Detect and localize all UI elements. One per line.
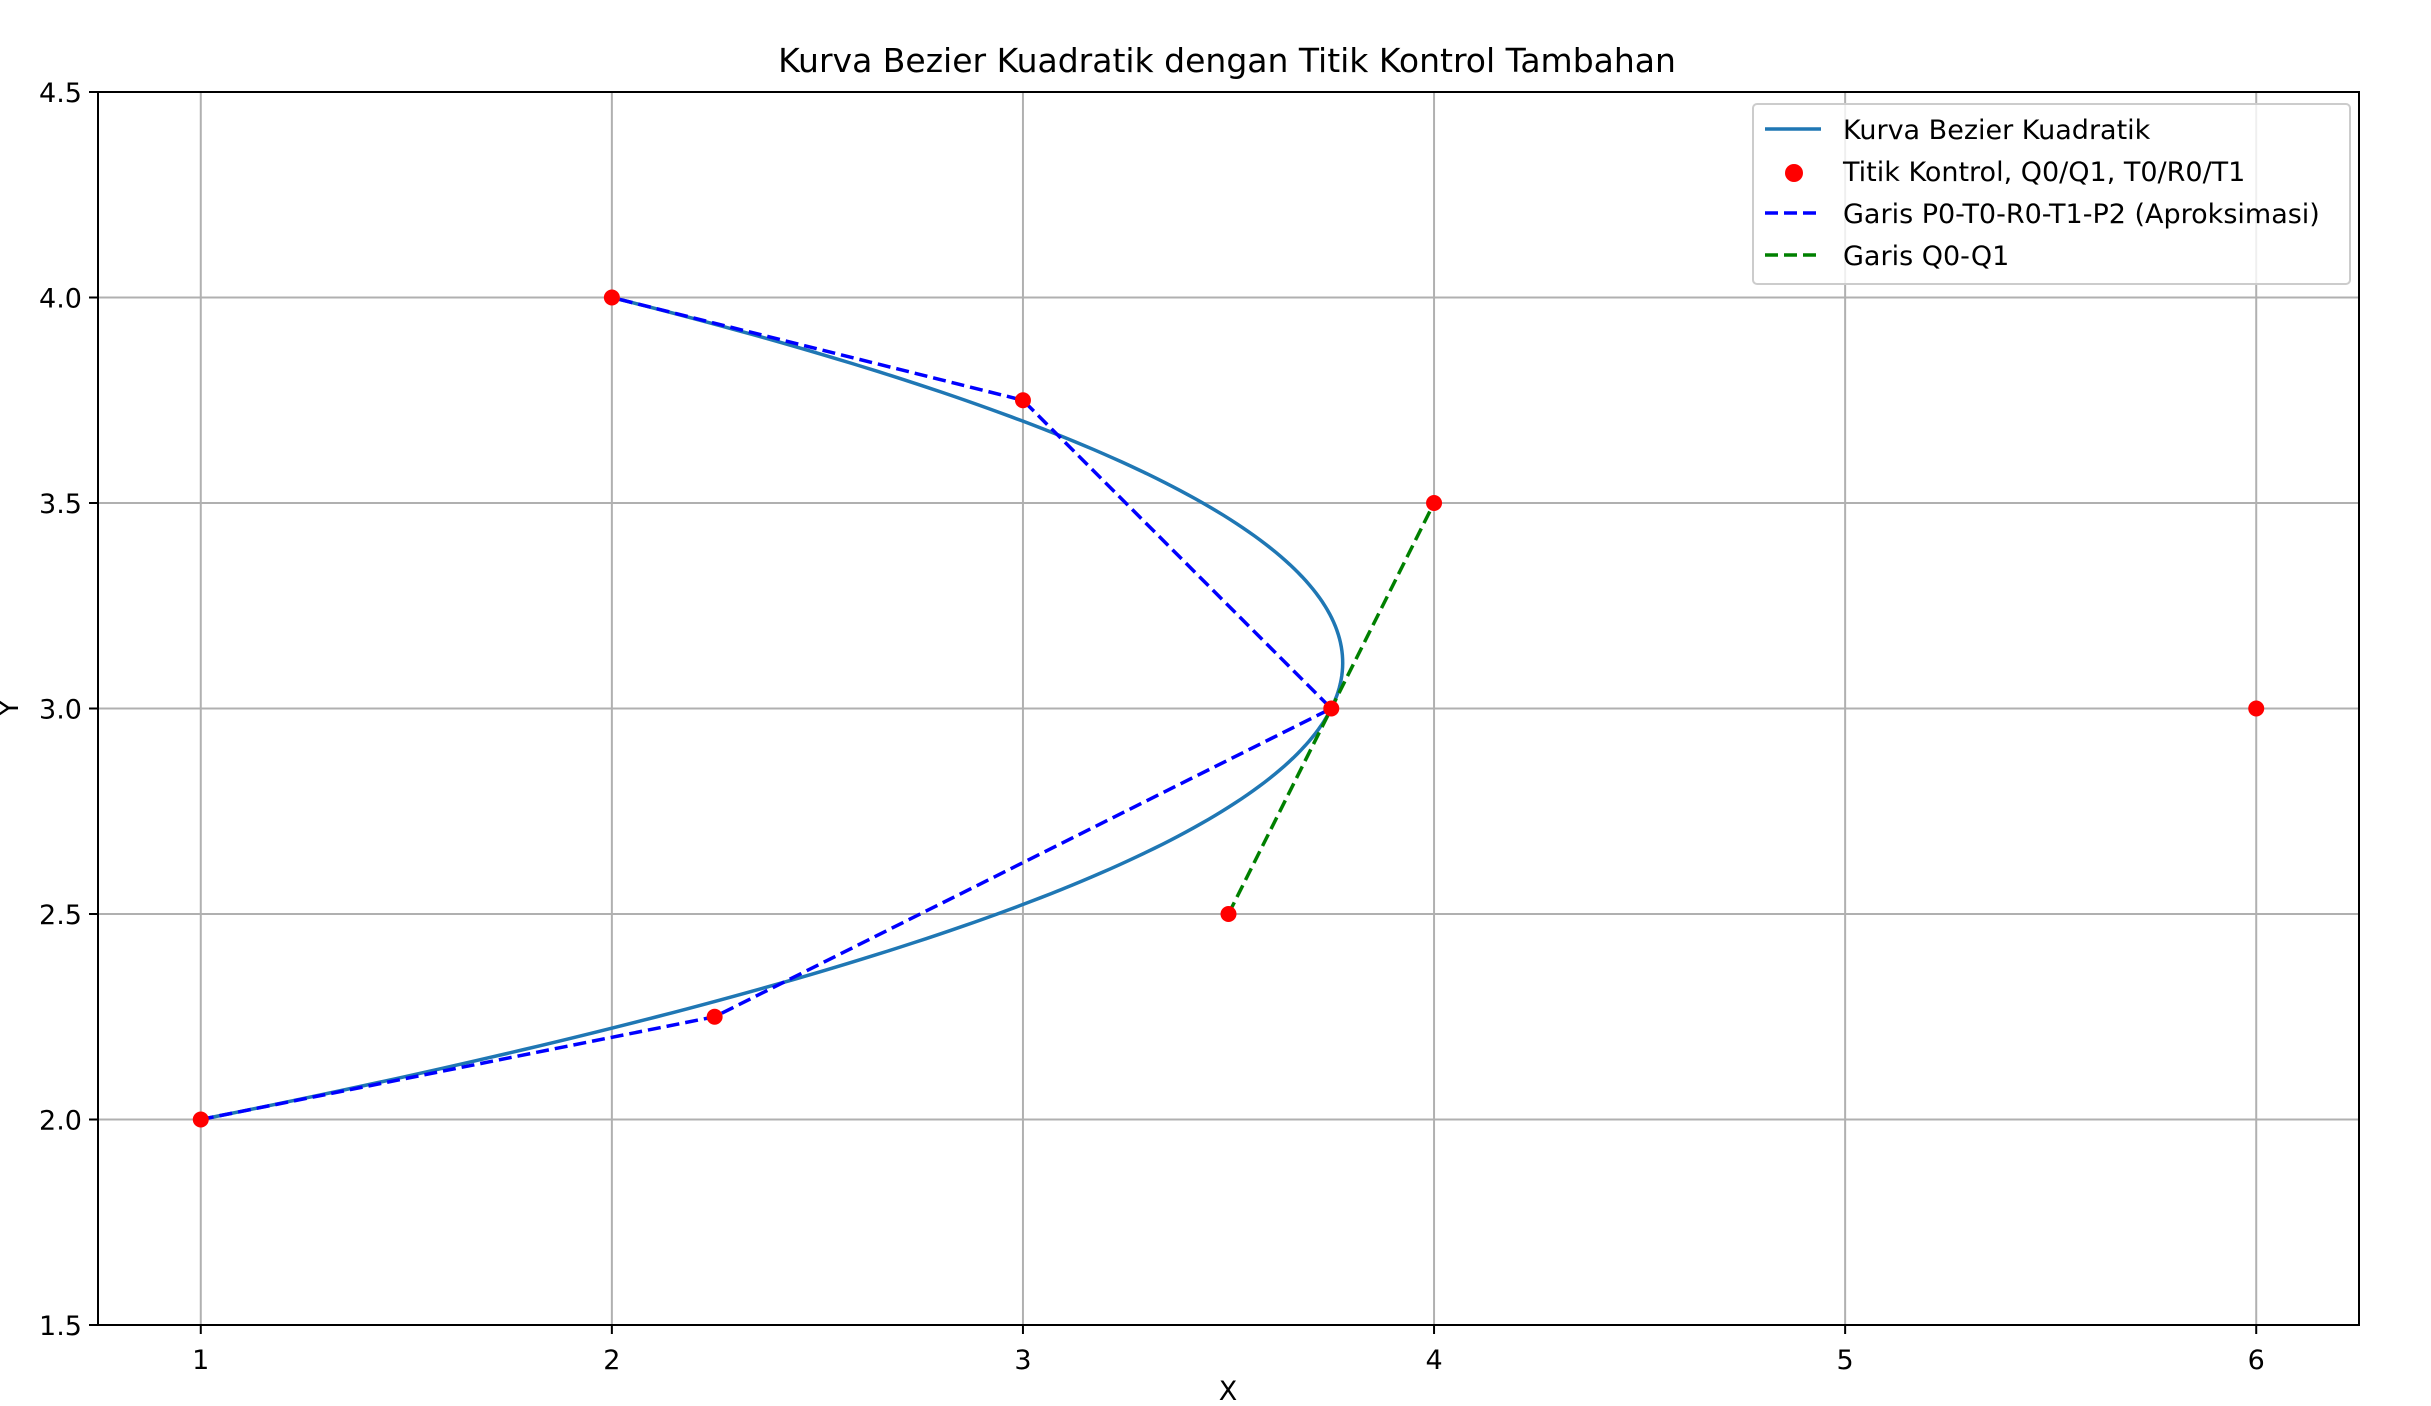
legend-label: Titik Kontrol, Q0/Q1, T0/R0/T1 — [1842, 157, 2245, 188]
legend-label: Garis Q0-Q1 — [1843, 241, 2009, 272]
x-tick-label: 3 — [1014, 1345, 1031, 1376]
control-point-marker — [1220, 906, 1237, 922]
legend-label: Garis P0-T0-R0-T1-P2 (Aproksimasi) — [1843, 199, 2320, 230]
x-axis-label: X — [1219, 1376, 1238, 1406]
y-tick-label: 1.5 — [39, 1311, 82, 1342]
x-tick-label: 5 — [1837, 1345, 1854, 1376]
y-tick-label: 2.5 — [39, 900, 82, 931]
approximation-dashed-line — [200, 295, 1335, 1122]
control-point-marker — [1014, 392, 1031, 409]
y-tick-label: 4.5 — [39, 78, 82, 109]
legend-label: Kurva Bezier Kuadratik — [1843, 115, 2151, 146]
y-tick-label: 3.0 — [39, 695, 82, 726]
chart-title: Kurva Bezier Kuadratik dengan Titik Kont… — [778, 41, 1676, 80]
control-point-marker — [1426, 495, 1443, 511]
y-tick-label: 4.0 — [39, 284, 82, 315]
y-axis-label: Y — [0, 699, 25, 717]
control-point-marker — [706, 1008, 723, 1025]
legend-box — [1752, 103, 2351, 285]
x-tick-label: 6 — [2248, 1345, 2265, 1376]
y-tick-label: 3.5 — [39, 489, 82, 520]
control-point-marker — [2248, 700, 2265, 717]
control-point-marker — [603, 289, 620, 306]
axis-ticks: 1 2 3 4 5 6 1.5 2.0 2.5 3.0 3.5 4.0 4.5 — [39, 78, 2265, 1376]
x-tick-label: 2 — [603, 1345, 620, 1376]
x-tick-label: 4 — [1425, 1345, 1442, 1376]
y-tick-label: 2.0 — [39, 1106, 82, 1137]
control-point-marker — [1323, 700, 1340, 717]
plot-area — [192, 289, 2265, 1128]
x-tick-label: 1 — [192, 1345, 209, 1376]
control-point-marker — [192, 1111, 209, 1128]
legend: Kurva Bezier Kuadratik Titik Kontrol, Q0/… — [1752, 103, 2351, 285]
legend-marker-scatter — [1785, 164, 1803, 182]
